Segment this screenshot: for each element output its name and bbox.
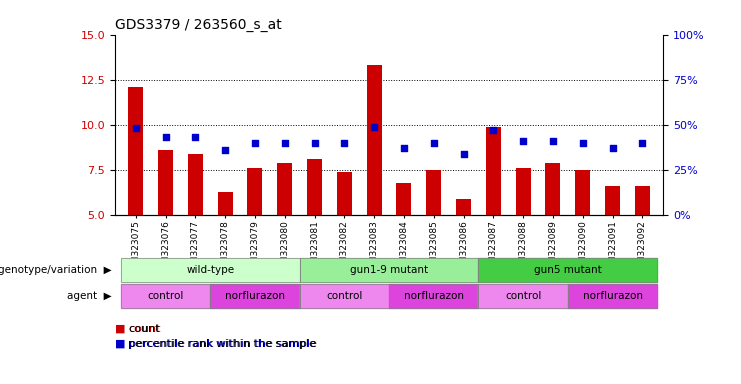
- Point: [219, 147, 231, 153]
- Bar: [247, 168, 262, 215]
- Point: [517, 138, 529, 144]
- Point: [576, 140, 588, 146]
- Point: [249, 140, 261, 146]
- Bar: [516, 168, 531, 215]
- Bar: [635, 186, 650, 215]
- Text: percentile rank within the sample: percentile rank within the sample: [128, 339, 316, 349]
- Bar: [545, 163, 560, 215]
- Text: genotype/variation  ▶: genotype/variation ▶: [0, 265, 111, 275]
- Bar: [575, 170, 590, 215]
- Text: wild-type: wild-type: [186, 265, 234, 275]
- Point: [339, 140, 350, 146]
- Point: [488, 127, 499, 133]
- Bar: [396, 182, 411, 215]
- Point: [607, 145, 619, 151]
- Bar: [218, 192, 233, 215]
- Point: [190, 134, 202, 141]
- Point: [279, 140, 290, 146]
- Point: [428, 140, 439, 146]
- Text: GDS3379 / 263560_s_at: GDS3379 / 263560_s_at: [115, 18, 282, 32]
- Bar: [307, 159, 322, 215]
- Bar: [426, 170, 441, 215]
- Text: norflurazon: norflurazon: [225, 291, 285, 301]
- Bar: [128, 87, 143, 215]
- Text: count: count: [128, 324, 160, 334]
- Bar: [605, 186, 620, 215]
- Text: agent  ▶: agent ▶: [67, 291, 111, 301]
- Text: ■ count: ■ count: [115, 324, 160, 334]
- Text: gun1-9 mutant: gun1-9 mutant: [350, 265, 428, 275]
- Bar: [456, 199, 471, 215]
- Bar: [367, 65, 382, 215]
- Bar: [486, 127, 501, 215]
- Point: [547, 138, 559, 144]
- Text: norflurazon: norflurazon: [404, 291, 464, 301]
- Point: [458, 151, 470, 157]
- Bar: [188, 154, 203, 215]
- Point: [368, 124, 380, 130]
- Text: gun5 mutant: gun5 mutant: [534, 265, 602, 275]
- Point: [130, 125, 142, 131]
- Point: [637, 140, 648, 146]
- Text: control: control: [147, 291, 184, 301]
- Text: norflurazon: norflurazon: [582, 291, 642, 301]
- Point: [398, 145, 410, 151]
- Bar: [337, 172, 352, 215]
- Bar: [277, 163, 292, 215]
- Point: [308, 140, 320, 146]
- Text: control: control: [326, 291, 362, 301]
- Point: [159, 134, 171, 141]
- Bar: [158, 150, 173, 215]
- Text: control: control: [505, 291, 542, 301]
- Text: ■ percentile rank within the sample: ■ percentile rank within the sample: [115, 339, 316, 349]
